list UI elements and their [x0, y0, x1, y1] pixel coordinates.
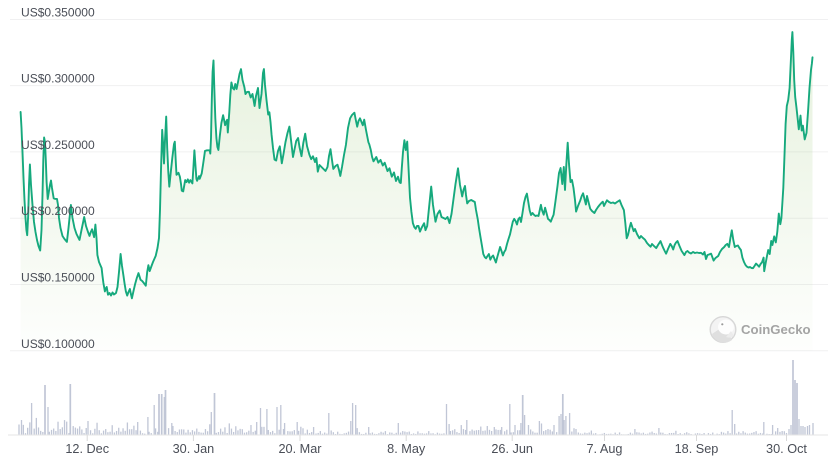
svg-text:CoinGecko: CoinGecko	[741, 322, 811, 337]
svg-text:18. Sep: 18. Sep	[675, 442, 719, 456]
svg-text:7. Aug: 7. Aug	[587, 442, 623, 456]
svg-text:26. Jun: 26. Jun	[491, 442, 533, 456]
svg-text:8. May: 8. May	[387, 442, 426, 456]
svg-text:US$0.100000: US$0.100000	[21, 337, 95, 351]
svg-text:US$0.200000: US$0.200000	[21, 204, 95, 218]
svg-text:12. Dec: 12. Dec	[65, 442, 109, 456]
svg-text:US$0.250000: US$0.250000	[21, 138, 95, 152]
svg-text:30. Jan: 30. Jan	[173, 442, 215, 456]
svg-text:30. Oct: 30. Oct	[766, 442, 807, 456]
svg-text:US$0.300000: US$0.300000	[21, 72, 95, 86]
svg-text:US$0.350000: US$0.350000	[21, 6, 95, 20]
svg-text:20. Mar: 20. Mar	[278, 442, 322, 456]
svg-text:US$0.150000: US$0.150000	[21, 271, 95, 285]
